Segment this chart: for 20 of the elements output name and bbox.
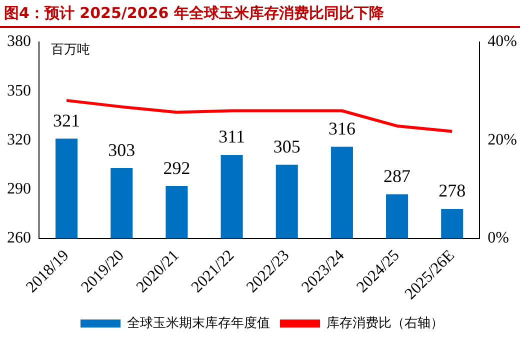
y-tick-label: 260 bbox=[7, 230, 31, 247]
chart-title: 图4：预计 2025/2026 年全球玉米库存消费比同比下降 bbox=[0, 0, 520, 28]
y-axis-title: 百万吨 bbox=[51, 42, 90, 58]
data-label: 321 bbox=[53, 110, 80, 130]
data-label: 278 bbox=[438, 180, 466, 201]
y-tick-label: 350 bbox=[7, 82, 31, 100]
y-tick-label: 320 bbox=[7, 131, 31, 148]
legend-label: 库存消费比（右轴） bbox=[326, 316, 444, 331]
data-label: 311 bbox=[218, 126, 245, 147]
y2-tick-label: 40% bbox=[488, 33, 517, 50]
data-label: 316 bbox=[328, 118, 356, 138]
y-tick-label: 290 bbox=[7, 180, 31, 198]
y2-tick-label: 0% bbox=[488, 230, 509, 247]
y-tick-label: 380 bbox=[7, 33, 31, 50]
data-label: 292 bbox=[163, 158, 190, 178]
data-label: 287 bbox=[384, 166, 411, 186]
legend-label: 全球玉米期末库存年度值 bbox=[127, 314, 270, 331]
y2-tick-label: 20% bbox=[488, 131, 517, 148]
data-label: 305 bbox=[273, 136, 300, 156]
data-label: 303 bbox=[108, 140, 136, 160]
